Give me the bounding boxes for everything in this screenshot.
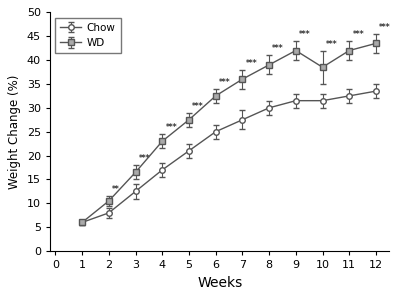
Text: ***: ***: [246, 59, 257, 68]
Text: ***: ***: [299, 30, 311, 39]
Text: ***: ***: [379, 23, 391, 32]
X-axis label: Weeks: Weeks: [197, 276, 242, 290]
Text: ***: ***: [139, 154, 150, 163]
Legend: Chow, WD: Chow, WD: [55, 18, 120, 53]
Text: ***: ***: [166, 123, 177, 132]
Text: **: **: [112, 185, 120, 194]
Text: ***: ***: [219, 78, 230, 87]
Text: ***: ***: [272, 44, 284, 53]
Text: ***: ***: [192, 102, 204, 111]
Text: ***: ***: [326, 40, 337, 49]
Text: ***: ***: [352, 30, 364, 39]
Y-axis label: Weight Change (%): Weight Change (%): [8, 74, 21, 189]
